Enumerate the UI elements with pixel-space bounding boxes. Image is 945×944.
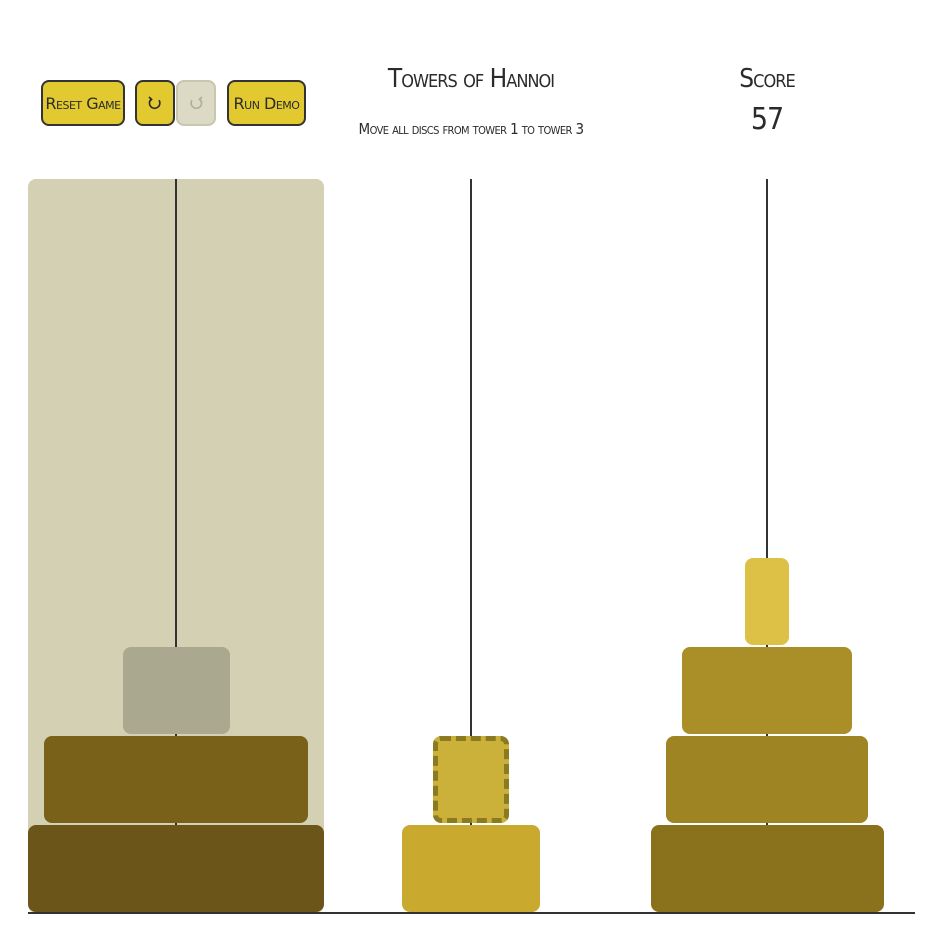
- redo-arrow-icon: [190, 96, 203, 110]
- game-instructions: Move all discs from tower 1 to tower 3: [358, 120, 585, 138]
- undo-arrow-icon: [148, 96, 161, 110]
- tower-1-disc-3[interactable]: [122, 647, 230, 734]
- ground-line: [28, 912, 915, 914]
- tower-3-peg[interactable]: [766, 179, 768, 912]
- tower-3-disc-1[interactable]: [745, 558, 789, 645]
- game-title: Towers of Hannoi: [387, 64, 555, 94]
- tower-2-disc-2[interactable]: [433, 736, 509, 823]
- reset-game-button[interactable]: Reset Game: [41, 80, 125, 126]
- undo-button[interactable]: [135, 80, 175, 126]
- tower-2-disc-4[interactable]: [401, 825, 541, 912]
- tower-3-disc-6[interactable]: [666, 736, 868, 823]
- tower-3-disc-5[interactable]: [682, 647, 852, 734]
- redo-button[interactable]: [176, 80, 216, 126]
- tower-1-disc-9[interactable]: [28, 825, 324, 912]
- score-value: 57: [750, 102, 784, 137]
- run-demo-button[interactable]: Run Demo: [227, 80, 306, 126]
- score-label: Score: [739, 64, 795, 94]
- tower-1-peg[interactable]: [175, 179, 177, 912]
- tower-1-disc-8[interactable]: [43, 736, 309, 823]
- tower-3-disc-7[interactable]: [650, 825, 884, 912]
- tower-2-peg[interactable]: [470, 179, 472, 912]
